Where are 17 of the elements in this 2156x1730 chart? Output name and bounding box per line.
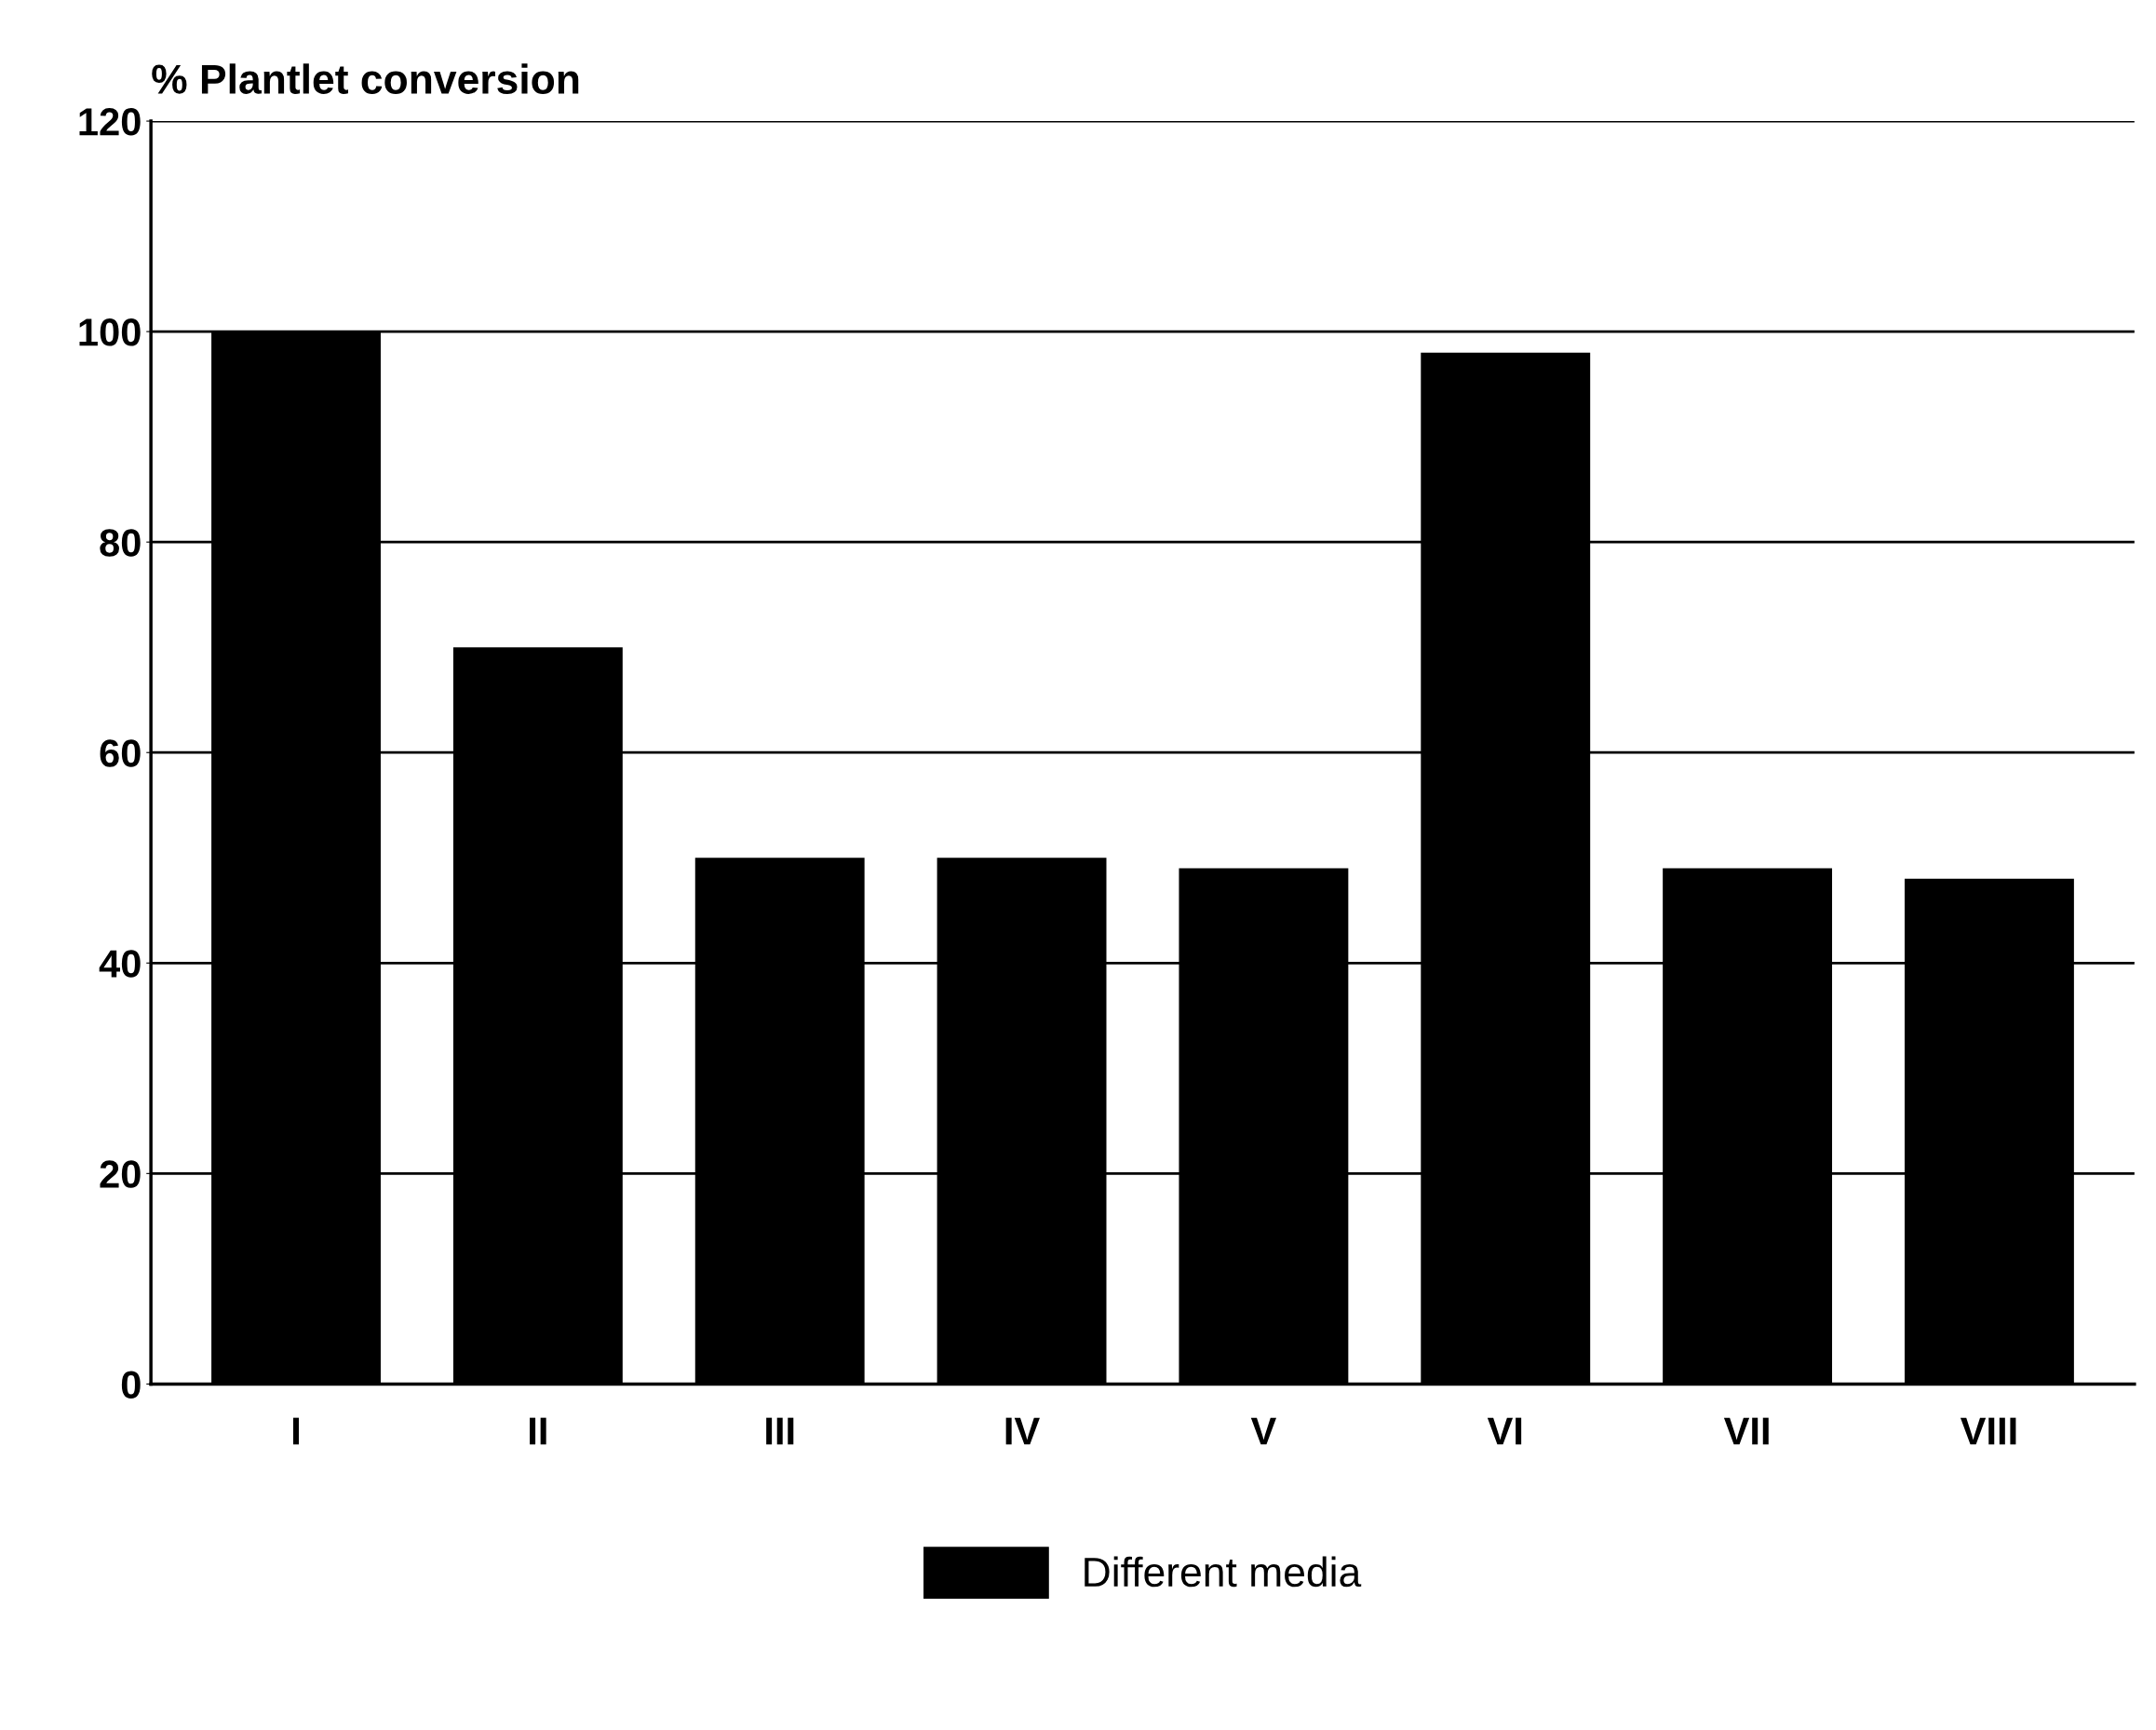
x-tick-label: II	[530, 1417, 546, 1445]
y-tick-label: 80	[100, 529, 141, 557]
x-tick-label: VII	[1723, 1417, 1769, 1445]
y-tick-label: 40	[99, 950, 141, 978]
x-tick-label: V	[1250, 1417, 1277, 1445]
x-tick-label: VI	[1487, 1417, 1522, 1445]
legend-label: Different media	[1085, 1556, 1362, 1588]
x-tick-label: III	[766, 1417, 794, 1445]
x-tick-label: IV	[1005, 1417, 1040, 1445]
x-tick-label: I	[293, 1417, 300, 1445]
y-tick-label: 60	[100, 739, 141, 767]
y-tick-label: 120	[79, 108, 141, 136]
y-tick-label: 20	[100, 1160, 141, 1188]
y-tick-label: 100	[79, 318, 141, 346]
y-axis-title: % Plantlet conversion	[152, 63, 579, 94]
x-tick-label: VIII	[1960, 1417, 2016, 1445]
y-tick-label: 0	[121, 1371, 141, 1399]
